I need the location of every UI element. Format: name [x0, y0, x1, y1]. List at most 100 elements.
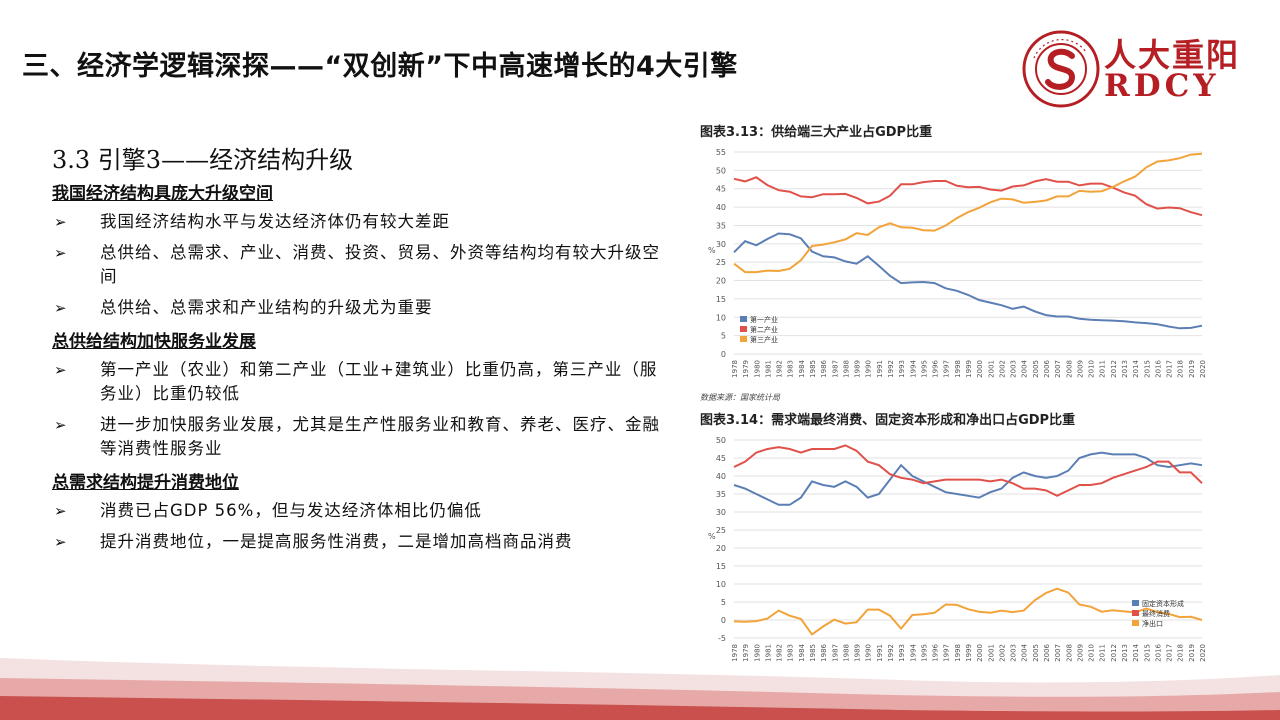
x-tick-label: 2008 [1065, 360, 1073, 378]
series-line [733, 587, 1203, 636]
bullet-item: ➢ 总供给、总需求和产业结构的升级尤为重要 [52, 296, 660, 320]
bullet-text: 总供给、总需求和产业结构的升级尤为重要 [100, 298, 433, 317]
bullet-item: ➢ 消费已占GDP 56%，但与发达经济体相比仍偏低 [52, 499, 660, 523]
x-tick-label: 2018 [1177, 360, 1185, 378]
series-line [733, 152, 1203, 274]
arrow-bullet-icon: ➢ [54, 361, 68, 379]
x-tick-label: 2017 [1166, 360, 1174, 378]
chart-svg: 图表3.13：供给端三大产业占GDP比重 0 5 10 15 20 25 30 35 40 45 50… [696, 122, 1216, 406]
x-tick-label: 2012 [1110, 360, 1118, 378]
x-tick-label: 2005 [1032, 360, 1040, 378]
x-tick-label: 2009 [1076, 644, 1084, 662]
legend-swatch [1132, 610, 1139, 616]
y-axis-label: % [708, 532, 716, 541]
bullet-item: ➢ 总供给、总需求、产业、消费、投资、贸易、外资等结构均有较大升级空间 [52, 241, 660, 289]
x-tick-label: 1990 [865, 360, 873, 378]
x-tick-label: 1995 [920, 644, 928, 662]
x-tick-label: 2002 [998, 360, 1006, 378]
legend-label: 最终消费 [1142, 609, 1170, 618]
x-tick-label: 1988 [842, 360, 850, 378]
legend-label: 净出口 [1142, 619, 1163, 628]
y-tick-label: 20 [716, 277, 726, 286]
y-tick-label: 40 [716, 472, 726, 481]
x-tick-label: 2019 [1188, 644, 1196, 662]
x-tick-label: 2002 [998, 644, 1006, 662]
group-title: 我国经济结构具庞大升级空间 [52, 184, 273, 204]
y-tick-label: 10 [716, 313, 726, 322]
chart-background [696, 410, 1216, 690]
x-tick-label: 2006 [1043, 643, 1051, 661]
x-tick-label: 2010 [1088, 644, 1096, 662]
y-tick-label: 25 [716, 258, 726, 267]
y-tick-label: 45 [716, 185, 726, 194]
x-tick-label: 2010 [1088, 360, 1096, 378]
legend-swatch [1132, 600, 1139, 606]
group-title: 总需求结构提升消费地位 [52, 473, 239, 493]
x-tick-label: 2005 [1032, 644, 1040, 662]
x-tick-label: 1992 [887, 644, 895, 662]
x-tick-label: 1983 [787, 644, 795, 662]
y-tick-label: 35 [716, 221, 726, 230]
x-tick-label: 2000 [976, 360, 984, 378]
page-title: 三、经济学逻辑深探——“双创新”下中高速增长的4大引擎 [22, 51, 738, 82]
x-tick-label: 2001 [987, 360, 995, 378]
x-tick-label: 1980 [753, 644, 761, 662]
x-tick-label: 1996 [932, 643, 940, 661]
arrow-bullet-icon: ➢ [54, 299, 68, 317]
rdcy-logo: 人大重阳 RDCY [1020, 28, 1250, 110]
x-tick-label: 1991 [876, 360, 884, 378]
x-tick-label: 2001 [987, 644, 995, 662]
chart-source: 数据来源：国家统计局 [700, 393, 781, 402]
supply-side-chart: 图表3.13：供给端三大产业占GDP比重 0 5 10 15 20 25 30 35 40 45 50… [696, 122, 1216, 406]
arrow-bullet-icon: ➢ [54, 502, 68, 520]
y-tick-label: 30 [716, 240, 726, 249]
x-tick-label: 2013 [1121, 644, 1129, 662]
x-tick-label: 1979 [742, 360, 750, 378]
chart-background [696, 122, 1216, 406]
x-tick-label: 2003 [1010, 360, 1018, 378]
bullet-text: 消费已占GDP 56%，但与发达经济体相比仍偏低 [100, 501, 482, 520]
x-tick-label: 1998 [954, 644, 962, 662]
series-line [733, 176, 1203, 217]
x-tick-label: 2014 [1132, 359, 1140, 377]
series-line [733, 444, 1203, 497]
x-tick-label: 2015 [1143, 644, 1151, 662]
y-tick-label: 40 [716, 203, 726, 212]
y-tick-label: 15 [716, 562, 726, 571]
x-tick-label: 1989 [854, 644, 862, 662]
y-tick-label: 0 [721, 350, 726, 359]
x-tick-label: 1988 [842, 644, 850, 662]
x-tick-label: 1981 [764, 360, 772, 378]
x-tick-label: 2018 [1177, 644, 1185, 662]
x-tick-label: 2004 [1021, 359, 1029, 377]
y-tick-label: 5 [721, 332, 726, 341]
x-tick-label: 2017 [1166, 644, 1174, 662]
series-line [733, 451, 1203, 506]
x-tick-label: 1991 [876, 644, 884, 662]
x-tick-label: 1984 [798, 643, 806, 661]
bullet-item: ➢ 第一产业（农业）和第二产业（工业+建筑业）比重仍高，第三产业（服务业）比重仍较… [52, 358, 660, 406]
x-tick-label: 1993 [898, 360, 906, 378]
x-tick-label: 2000 [976, 644, 984, 662]
x-tick-label: 1997 [943, 644, 951, 662]
arrow-bullet-icon: ➢ [54, 533, 68, 551]
legend-label: 第二产业 [750, 325, 778, 334]
x-tick-label: 2009 [1076, 360, 1084, 378]
x-tick-label: 1996 [932, 359, 940, 377]
legend-swatch [1132, 620, 1139, 626]
x-tick-label: 1985 [809, 360, 817, 378]
decorative-waves [0, 658, 1280, 720]
y-tick-label: 5 [721, 598, 726, 607]
arrow-bullet-icon: ➢ [54, 244, 68, 262]
x-tick-label: 1986 [820, 359, 828, 377]
x-tick-label: 2019 [1188, 360, 1196, 378]
x-tick-label: 2011 [1099, 644, 1107, 662]
bullet-item: ➢ 进一步加快服务业发展，尤其是生产性服务业和教育、养老、医疗、金融等消费性服务业 [52, 413, 660, 461]
x-tick-label: 2004 [1021, 643, 1029, 661]
series-line [733, 232, 1203, 330]
x-tick-label: 1999 [965, 644, 973, 662]
x-tick-label: 1989 [854, 360, 862, 378]
x-tick-label: 1986 [820, 643, 828, 661]
x-tick-label: 1981 [764, 644, 772, 662]
x-tick-label: 2014 [1132, 643, 1140, 661]
